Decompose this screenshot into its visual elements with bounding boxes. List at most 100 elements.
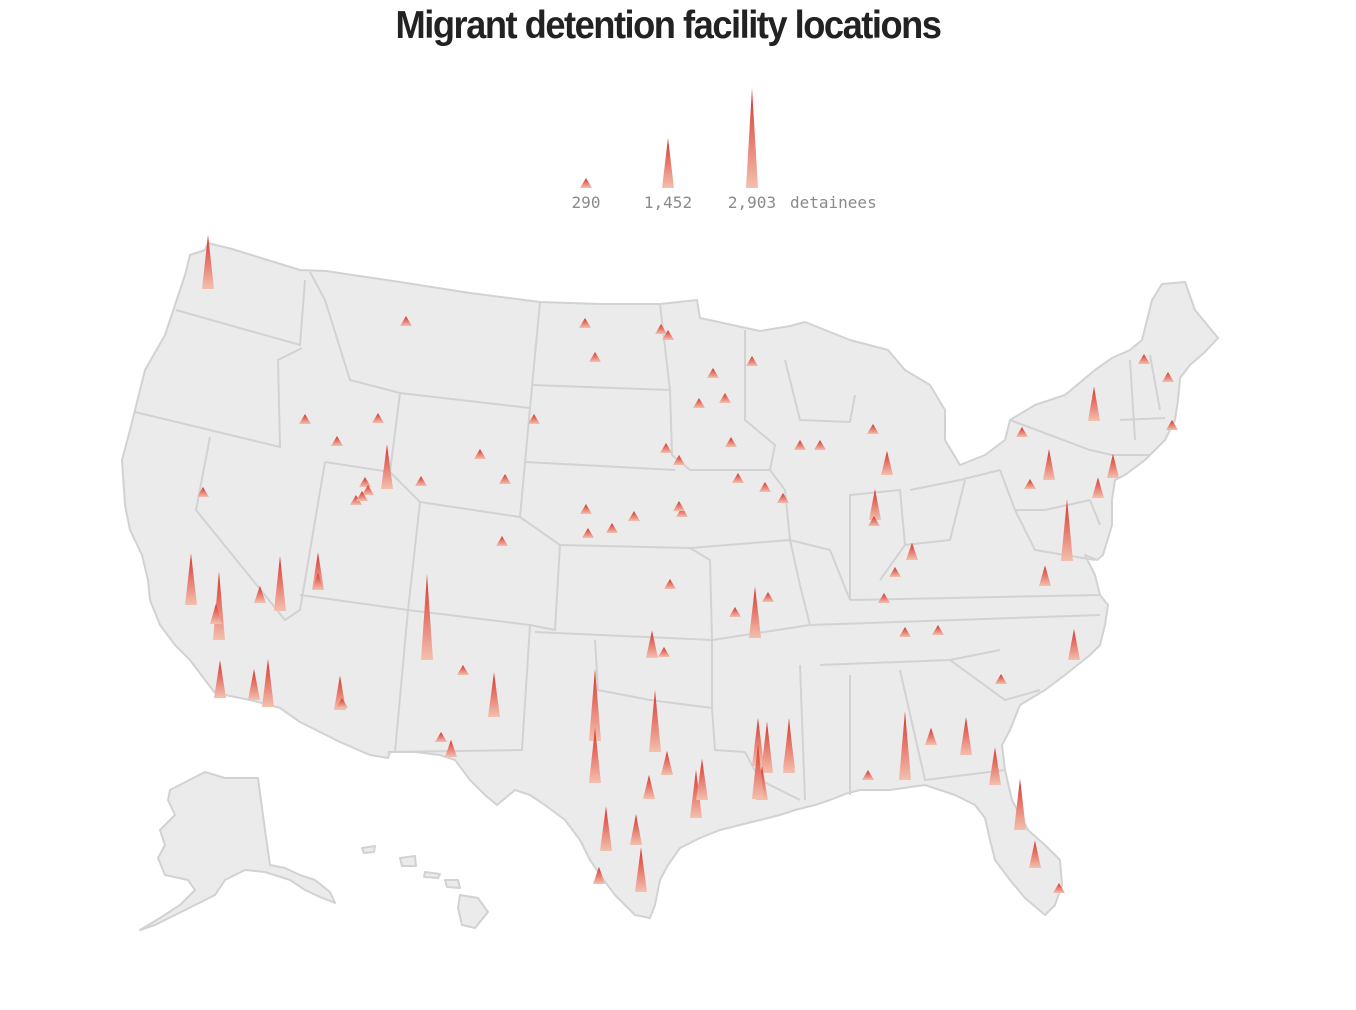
facility-spike <box>676 507 688 517</box>
facility-spike <box>197 487 209 497</box>
facility-spike <box>777 493 789 503</box>
facility-spike <box>690 769 702 818</box>
facility-spike <box>752 717 764 766</box>
facility-spike <box>1016 427 1028 437</box>
facility-spike <box>1166 420 1178 430</box>
facility-spike <box>673 455 685 465</box>
facility-spike <box>1092 477 1104 498</box>
facility-spike <box>336 698 348 708</box>
facility-spike <box>869 488 881 520</box>
facility-spike <box>658 647 670 657</box>
facility-spike <box>210 603 222 624</box>
facility-spike <box>1043 448 1055 480</box>
facility-spike <box>655 324 667 334</box>
facility-spike <box>814 440 826 450</box>
legend: 290 1,452 2,903 detainees <box>572 88 877 212</box>
facility-spike <box>214 660 226 698</box>
facility-spike <box>312 572 324 590</box>
facility-spike <box>356 491 368 501</box>
facility-spike <box>274 555 286 611</box>
facility-spike <box>600 806 612 851</box>
facility-spike <box>350 495 362 505</box>
facility-spike <box>248 668 260 700</box>
legend-label: 1,452 <box>644 193 692 212</box>
facility-spike <box>1053 883 1065 893</box>
facility-spike <box>359 477 371 487</box>
facility-spike <box>693 398 705 408</box>
facility-spike <box>995 674 1007 684</box>
facility-spike <box>606 523 618 533</box>
facility-spike <box>794 440 806 450</box>
hawaii-shape <box>361 845 489 929</box>
facility-spike <box>628 511 640 521</box>
facility-spike <box>696 758 708 800</box>
facility-spike <box>381 444 393 489</box>
facility-spike <box>783 717 795 773</box>
facility-spike <box>593 866 605 884</box>
facility-spike <box>589 727 601 783</box>
legend-spike <box>746 88 758 188</box>
facility-spike <box>202 234 214 289</box>
facility-spike <box>400 316 412 326</box>
facility-spike <box>582 528 594 538</box>
facility-spike <box>331 436 343 446</box>
facility-spike <box>732 473 744 483</box>
facility-spike <box>759 482 771 492</box>
legend-spike <box>662 137 674 188</box>
facility-spike <box>499 474 511 484</box>
facility-spike <box>372 413 384 423</box>
facility-spike <box>906 542 918 560</box>
facility-spike <box>299 414 311 424</box>
legend-label: 290 <box>572 193 601 212</box>
facility-spike <box>662 330 674 340</box>
facility-spike <box>660 443 672 453</box>
state-borders <box>134 271 1166 801</box>
facility-spike <box>589 352 601 362</box>
facility-spike <box>761 721 773 773</box>
facility-spike <box>1039 565 1051 586</box>
facility-spike <box>707 368 719 378</box>
facility-spike <box>1162 372 1174 382</box>
legend-unit-label: detainees <box>790 193 877 212</box>
facility-spike <box>362 485 374 495</box>
facility-spike <box>899 711 911 780</box>
facility-spike <box>589 668 601 741</box>
facility-spike <box>889 567 901 577</box>
facility-spike <box>445 739 457 757</box>
facility-spike <box>185 553 197 605</box>
facility-spike <box>932 625 944 635</box>
facility-spike <box>1029 840 1041 868</box>
facility-spike <box>635 847 647 892</box>
facility-spike <box>435 732 447 742</box>
facility-spike <box>725 437 737 447</box>
facility-spike <box>528 414 540 424</box>
facility-spike <box>415 476 427 486</box>
facility-spike <box>1068 628 1080 660</box>
facility-spike <box>580 504 592 514</box>
facility-spike <box>496 536 508 546</box>
facility-spike <box>1107 453 1119 478</box>
facility-spike <box>474 449 486 459</box>
facility-spike <box>868 516 880 526</box>
facility-spike <box>457 665 469 675</box>
facility-spike <box>1014 778 1026 830</box>
facility-spike <box>881 450 893 475</box>
facility-spike <box>878 593 890 603</box>
facility-spike <box>1061 498 1073 561</box>
facility-spike <box>579 318 591 328</box>
facility-spike <box>867 424 879 434</box>
facility-spike <box>312 552 324 590</box>
facility-spike <box>925 727 937 745</box>
facility-spike <box>899 627 911 637</box>
facility-spike <box>646 630 658 658</box>
facility-spike <box>664 579 676 589</box>
facility-spike <box>862 770 874 780</box>
facility-spike <box>762 592 774 602</box>
facility-spike <box>661 750 673 775</box>
facility-spikes <box>185 234 1178 893</box>
facility-spike <box>630 813 642 845</box>
facility-spike <box>752 743 764 799</box>
facility-spike <box>989 747 1001 785</box>
facility-spike <box>729 607 741 617</box>
